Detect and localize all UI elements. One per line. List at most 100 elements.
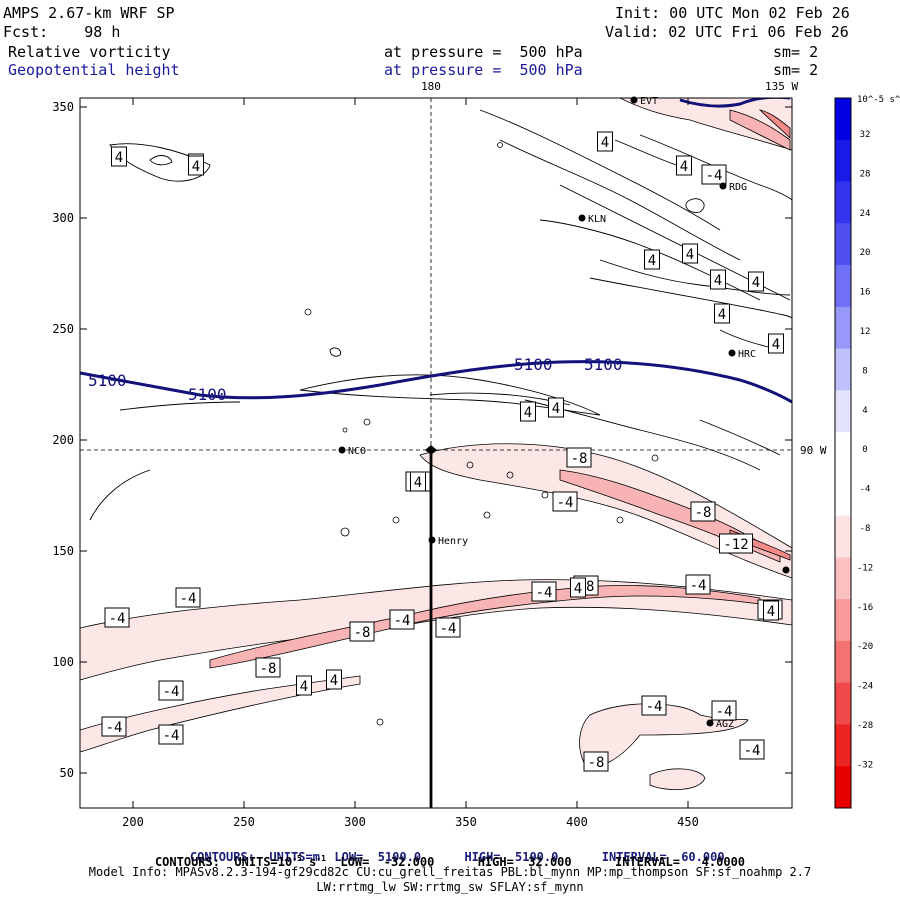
svg-text:4: 4 <box>752 275 760 291</box>
valid-time: Valid: 02 UTC Fri 06 Feb 26 <box>605 23 849 41</box>
contour-value-label: -8 <box>566 447 592 468</box>
svg-text:4: 4 <box>648 253 656 269</box>
contour-value-label: -4 <box>101 716 127 737</box>
station-marker: EVT <box>630 96 658 107</box>
lon-180-label: 180 <box>421 80 441 93</box>
station-marker <box>782 566 790 574</box>
svg-text:4: 4 <box>330 673 338 689</box>
footer-height-units: CONTOURS: UNITS=m LOW= 5100.0 <box>189 850 422 864</box>
field2-level: at pressure = 500 hPa <box>384 61 583 79</box>
station-marker: HRC <box>728 349 756 360</box>
colorbar-swatch <box>835 98 851 141</box>
height-label: 5100 <box>514 355 553 374</box>
field2-name: Geopotential height <box>8 61 180 79</box>
svg-text:4: 4 <box>680 159 688 175</box>
svg-text:KLN: KLN <box>588 214 606 225</box>
x-tick-label: 200 <box>122 815 144 829</box>
svg-text:NCO: NCO <box>348 446 366 457</box>
contour-value-label: 4 <box>188 155 204 176</box>
colorbar-label: 16 <box>860 288 871 298</box>
station-marker: KLN <box>578 214 606 225</box>
colorbar-label: -16 <box>857 603 873 613</box>
svg-text:-4: -4 <box>163 684 180 700</box>
svg-text:-8: -8 <box>695 505 712 521</box>
svg-text:-4: -4 <box>163 728 180 744</box>
colorbar-label: -4 <box>860 485 871 495</box>
svg-text:4: 4 <box>192 159 200 175</box>
colorbar-swatch <box>835 515 851 558</box>
svg-text:-8: -8 <box>571 451 588 467</box>
y-tick-label: 150 <box>52 544 74 558</box>
colorbar-swatch <box>835 348 851 391</box>
station-marker: AGZ <box>706 719 734 730</box>
footer-vort-interval: INTERVAL= 4.0000 <box>614 855 746 869</box>
field1-name: Relative vorticity <box>8 43 171 61</box>
field1-level: at pressure = 500 hPa <box>384 43 583 61</box>
svg-text:4: 4 <box>772 337 780 353</box>
colorbar-swatch <box>835 139 851 183</box>
y-tick-label: 300 <box>52 211 74 225</box>
x-tick-label: 250 <box>233 815 255 829</box>
x-tick-label: 350 <box>455 815 477 829</box>
svg-text:Henry: Henry <box>438 536 468 547</box>
contour-value-label: -4 <box>158 724 184 745</box>
colorbar-swatch <box>835 640 851 684</box>
colorbar-label: 24 <box>860 209 871 219</box>
x-tick-label: 300 <box>344 815 366 829</box>
svg-text:AGZ: AGZ <box>716 719 734 730</box>
footer-height-high: HIGH= 5100.0 <box>464 850 559 864</box>
colorbar-label: 20 <box>860 248 871 258</box>
svg-text:4: 4 <box>601 135 609 151</box>
colorbar-label: -8 <box>860 524 871 534</box>
svg-text:-4: -4 <box>557 495 574 511</box>
contour-value-label: -4 <box>685 574 711 595</box>
footer-vort-units: CONTOURS: UNITS=10 <box>154 855 293 869</box>
svg-text:-4: -4 <box>440 621 457 637</box>
colorbar-swatch <box>835 432 851 475</box>
y-tick-label: 100 <box>52 655 74 669</box>
colorbar-swatch <box>835 181 851 224</box>
contour-value-label: 4 <box>763 600 779 621</box>
colorbar-label: 28 <box>860 169 871 179</box>
contour-value-label: -4 <box>711 700 737 721</box>
contour-value-label: 4 <box>410 471 426 492</box>
svg-text:-4: -4 <box>106 720 123 736</box>
svg-text:4: 4 <box>574 581 582 597</box>
colorbar-swatch <box>835 766 851 809</box>
svg-text:-8: -8 <box>260 661 277 677</box>
footer-vort-low: LOW= -32.000 <box>325 855 435 869</box>
footer-vort-high: HIGH= 32.000 <box>477 855 572 869</box>
svg-text:-4: -4 <box>646 699 663 715</box>
contour-value-label: 4 <box>676 155 692 176</box>
contour-value-label: 4 <box>326 669 342 690</box>
contour-value-label: -4 <box>175 587 201 608</box>
svg-text:4: 4 <box>300 679 308 695</box>
footer-vort-s: s <box>301 855 317 869</box>
svg-text:4: 4 <box>552 401 560 417</box>
contour-value-label: -12 <box>719 533 753 554</box>
svg-text:-4: -4 <box>690 578 707 594</box>
contour-value-label: -4 <box>389 609 415 630</box>
contour-value-label: -8 <box>690 501 716 522</box>
contour-value-label: 4 <box>768 333 784 354</box>
svg-text:-8: -8 <box>354 625 371 641</box>
svg-text:-4: -4 <box>716 704 733 720</box>
contour-value-label: 4 <box>714 303 730 324</box>
svg-text:HRC: HRC <box>738 349 756 360</box>
footer-vort-sup: -5 <box>292 854 302 863</box>
colorbar-swatch <box>835 306 851 350</box>
svg-text:-12: -12 <box>723 537 748 553</box>
contour-value-label: 4 <box>111 146 127 167</box>
colorbar-label: 12 <box>860 327 871 337</box>
contour-value-label: -4 <box>158 680 184 701</box>
y-tick-label: 250 <box>52 322 74 336</box>
forecast-hour: Fcst: 98 h <box>3 23 121 41</box>
model-title: AMPS 2.67-km WRF SP <box>3 4 175 22</box>
contour-value-label: 4 <box>748 271 764 292</box>
field1-smoothing: sm= 2 <box>773 43 819 61</box>
colorbar-swatch <box>835 724 851 767</box>
svg-text:4: 4 <box>414 475 422 491</box>
svg-text:-4: -4 <box>706 168 723 184</box>
svg-text:-4: -4 <box>536 585 553 601</box>
y-tick-label: 200 <box>52 433 74 447</box>
